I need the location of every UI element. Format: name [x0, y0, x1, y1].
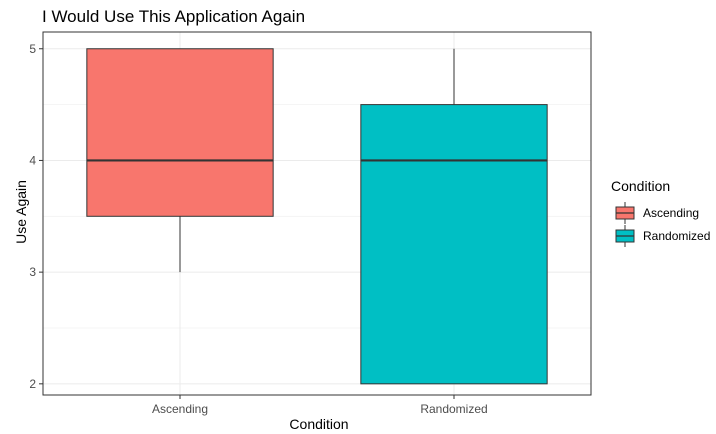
box-randomized — [360, 48, 548, 385]
y-tick-label: 3 — [29, 265, 36, 279]
y-tick-label: 5 — [29, 42, 36, 56]
chart-title: I Would Use This Application Again — [42, 7, 305, 26]
y-axis-title: Use Again — [13, 180, 29, 244]
legend-key-ascending — [615, 202, 635, 224]
box-ascending — [86, 48, 274, 273]
plot-panel: 2 3 4 5 Ascending Randomized — [29, 31, 592, 416]
x-tick-label: Ascending — [152, 402, 208, 416]
box-iqr — [86, 48, 274, 217]
y-tick-label: 2 — [29, 377, 36, 391]
x-tick-label: Randomized — [420, 402, 487, 416]
legend-label: Randomized — [643, 229, 710, 243]
y-tick-label: 4 — [29, 153, 36, 167]
legend: Condition Ascending Randomized — [611, 178, 710, 247]
box-iqr — [360, 104, 548, 385]
legend-label: Ascending — [643, 206, 699, 220]
x-axis-title: Condition — [289, 416, 348, 432]
legend-key-randomized — [615, 225, 635, 247]
panel-border — [42, 31, 592, 396]
legend-title: Condition — [611, 178, 670, 194]
